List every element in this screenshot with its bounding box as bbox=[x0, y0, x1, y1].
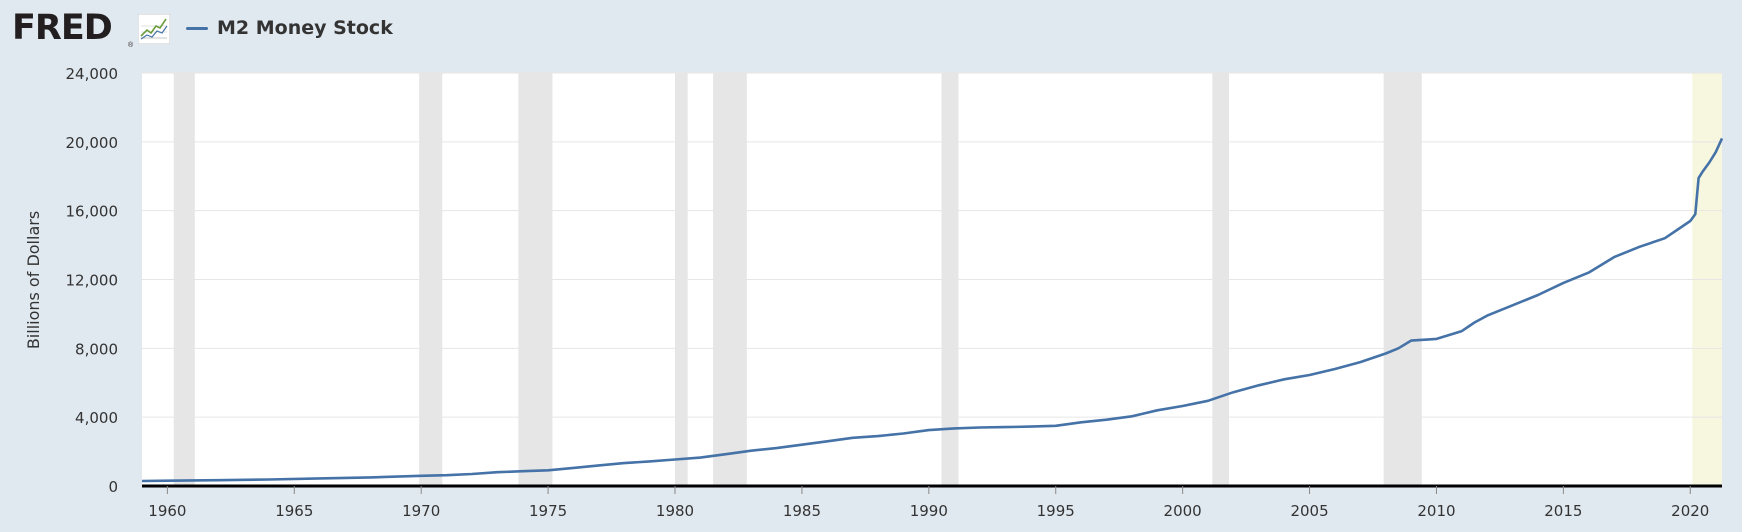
x-tick-label: 1970 bbox=[402, 502, 440, 520]
y-tick-label: 20,000 bbox=[66, 134, 119, 152]
y-tick-label: 16,000 bbox=[66, 203, 119, 221]
x-axis-ticks: 1960 1965 1970 1975 1980 1985 1990 1995 2000 2005… bbox=[148, 486, 1709, 520]
x-tick-label: 1975 bbox=[529, 502, 567, 520]
y-tick-label: 8,000 bbox=[75, 340, 118, 358]
legend-label: M2 Money Stock bbox=[217, 17, 393, 39]
series-line-m2 bbox=[141, 137, 1724, 483]
gridlines bbox=[142, 72, 1722, 418]
y-tick-label: 12,000 bbox=[66, 272, 119, 290]
x-tick-label: 2005 bbox=[1290, 502, 1328, 520]
series-layer bbox=[141, 137, 1724, 483]
chart-legend[interactable]: M2 Money Stock bbox=[186, 16, 393, 40]
x-tick-label: 1980 bbox=[656, 502, 694, 520]
line-chart-icon bbox=[138, 14, 170, 44]
registered-mark: ® bbox=[128, 42, 134, 49]
x-tick-label: 2010 bbox=[1417, 502, 1455, 520]
x-tick-label: 1965 bbox=[275, 502, 313, 520]
y-tick-label: 4,000 bbox=[75, 409, 118, 427]
x-tick-label: 1985 bbox=[783, 502, 821, 520]
x-tick-label: 2020 bbox=[1671, 502, 1709, 520]
y-tick-label: 0 bbox=[108, 478, 118, 496]
fred-logo[interactable]: FRED bbox=[12, 8, 113, 48]
x-tick-label: 1960 bbox=[148, 502, 186, 520]
legend-swatch bbox=[186, 26, 208, 30]
chart-header: FRED ® M2 Money Stock bbox=[0, 0, 1742, 58]
x-tick-label: 1990 bbox=[910, 502, 948, 520]
y-axis-ticks: 0 4,000 8,000 12,000 16,000 20,000 24,000 bbox=[66, 65, 119, 496]
x-tick-label: 1995 bbox=[1037, 502, 1075, 520]
x-tick-label: 2015 bbox=[1544, 502, 1582, 520]
y-tick-label: 24,000 bbox=[66, 65, 119, 83]
x-tick-label: 2000 bbox=[1164, 502, 1202, 520]
y-axis-title: Billions of Dollars bbox=[24, 211, 43, 349]
